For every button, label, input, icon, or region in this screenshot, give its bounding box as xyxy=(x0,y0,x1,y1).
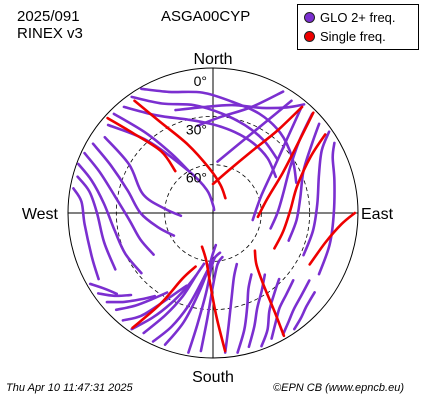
direction-label-east: East xyxy=(361,206,394,223)
satellite-track-glo-34 xyxy=(317,141,336,276)
satellite-track-single-8 xyxy=(273,133,327,250)
satellite-track-glo-14 xyxy=(142,262,206,335)
satellite-track-glo-19 xyxy=(96,292,133,298)
satellite-track-glo-24 xyxy=(236,273,253,354)
satellite-track-glo-1 xyxy=(106,123,216,212)
satellite-track-glo-37 xyxy=(174,103,306,112)
satellite-track-single-7 xyxy=(256,111,315,219)
elevation-ring-30 xyxy=(115,115,311,311)
satellite-track-glo-20 xyxy=(88,282,118,296)
satellite-track-glo-22 xyxy=(199,255,224,353)
satellite-track-single-5 xyxy=(253,249,286,338)
elevation-label-0: 0° xyxy=(194,73,207,89)
satellite-track-glo-4 xyxy=(91,142,176,237)
satellite-track-glo-32 xyxy=(287,122,321,242)
satellite-track-glo-6 xyxy=(77,162,143,275)
satellite-track-glo-35 xyxy=(216,99,293,163)
footer-credit: ©EPN CB (www.epncb.eu) xyxy=(273,382,404,394)
satellite-track-single-9 xyxy=(308,211,357,266)
legend-marker-glo xyxy=(304,12,315,23)
satellite-track-single-2 xyxy=(106,116,177,173)
satellite-track-glo-23 xyxy=(223,262,239,354)
elevation-label-60: 60° xyxy=(186,170,207,186)
legend-item-glo: GLO 2+ freq. xyxy=(304,10,396,25)
station-name: ASGA00CYP xyxy=(161,8,251,25)
satellite-track-glo-28 xyxy=(281,279,311,336)
legend-label-glo: GLO 2+ freq. xyxy=(320,10,396,25)
satellite-track-glo-3 xyxy=(103,135,183,218)
satellite-track-glo-30 xyxy=(251,106,303,222)
satellite-track-glo-7 xyxy=(76,175,117,271)
elevation-ring-60 xyxy=(164,164,262,262)
satellite-track-glo-26 xyxy=(260,277,281,348)
satellite-track-glo-5 xyxy=(83,151,155,256)
satellite-track-glo-8 xyxy=(72,187,100,281)
satellite-track-glo-9 xyxy=(122,105,278,179)
observation-date: 2025/091 xyxy=(17,8,80,25)
satellite-track-glo-2 xyxy=(112,112,191,173)
satellite-track-glo-29 xyxy=(293,291,316,331)
legend-label-single: Single freq. xyxy=(320,29,386,44)
satellite-track-glo-12 xyxy=(163,243,218,346)
satellite-track-single-4 xyxy=(200,245,227,353)
direction-label-south: South xyxy=(192,369,234,386)
satellite-track-glo-36 xyxy=(196,90,285,127)
direction-label-north: North xyxy=(193,51,232,68)
satellite-track-glo-18 xyxy=(105,294,157,304)
direction-label-west: West xyxy=(22,206,59,223)
rinex-version: RINEX v3 xyxy=(17,25,83,42)
satellite-track-glo-17 xyxy=(114,291,169,312)
satellite-track-glo-15 xyxy=(130,273,198,331)
legend-item-single: Single freq. xyxy=(304,29,386,44)
footer-timestamp: Thu Apr 10 11:47:31 2025 xyxy=(6,382,133,394)
satellite-track-single-3 xyxy=(131,265,197,330)
legend-marker-single xyxy=(304,31,315,42)
satellite-track-single-1 xyxy=(133,99,227,200)
elevation-label-30: 30° xyxy=(186,121,207,137)
satellite-track-glo-27 xyxy=(270,279,295,340)
satellite-track-glo-33 xyxy=(302,130,331,257)
satellite-track-single-6 xyxy=(211,105,304,186)
legend: GLO 2+ freq. Single freq. xyxy=(297,4,419,50)
